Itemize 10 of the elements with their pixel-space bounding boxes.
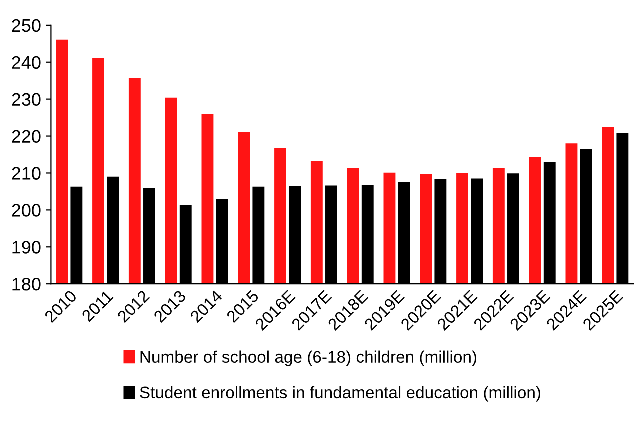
y-tick-label: 190 xyxy=(12,241,41,254)
y-tick-label: 220 xyxy=(12,130,41,144)
legend-label: Student enrollments in fundamental education (million) xyxy=(140,386,540,402)
legend-label: Number of school age (6-18) children (million) xyxy=(140,350,477,366)
y-tick-label: 240 xyxy=(12,56,41,70)
y-tick-label: 200 xyxy=(12,204,41,217)
y-tick-label: 210 xyxy=(12,167,41,180)
y-tick-label: 250 xyxy=(12,19,41,32)
y-tick-label: 230 xyxy=(12,93,41,106)
y-tick-label: 180 xyxy=(12,278,41,291)
